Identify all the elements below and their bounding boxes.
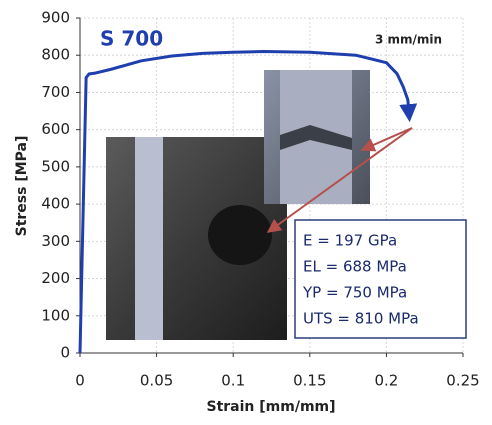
specimen-strip xyxy=(135,137,163,340)
property: UTS = 810 MPa xyxy=(303,310,419,328)
pointer-arrow xyxy=(266,127,413,233)
y-tick-label: 0 xyxy=(60,344,70,362)
x-tick-label: 0.25 xyxy=(446,372,479,390)
y-tick-label: 600 xyxy=(41,120,70,138)
x-tick-label: 0.15 xyxy=(293,372,326,390)
y-tick-label: 100 xyxy=(41,306,70,324)
pointer-arrow xyxy=(360,127,413,152)
extensometer xyxy=(208,205,272,265)
rate-note: 3 mm/min xyxy=(375,33,442,47)
y-tick-label: 900 xyxy=(41,9,70,27)
property-box xyxy=(294,219,467,339)
y-tick-label: 500 xyxy=(41,157,70,175)
x-tick-label: 0.2 xyxy=(374,372,398,390)
y-tick-label: 400 xyxy=(41,195,70,213)
y-tick-label: 300 xyxy=(41,232,70,250)
fracture-neck xyxy=(280,125,352,150)
x-tick-label: 0.05 xyxy=(140,372,173,390)
x-tick-label: 0 xyxy=(75,372,85,390)
y-tick-label: 700 xyxy=(41,83,70,101)
x-tick-label: 0.1 xyxy=(221,372,245,390)
property: E = 197 GPa xyxy=(303,232,397,250)
y-tick-label: 800 xyxy=(41,46,70,64)
y-tick-label: 200 xyxy=(41,269,70,287)
chart-title: S 700 xyxy=(100,27,163,51)
stress-strain-curve xyxy=(78,50,418,354)
x-axis-label: Strain [mm/mm] xyxy=(206,399,335,415)
property: YP = 750 MPa xyxy=(302,284,407,302)
property: EL = 688 MPa xyxy=(303,258,407,276)
y-axis-label: Stress [MPa] xyxy=(14,136,30,237)
